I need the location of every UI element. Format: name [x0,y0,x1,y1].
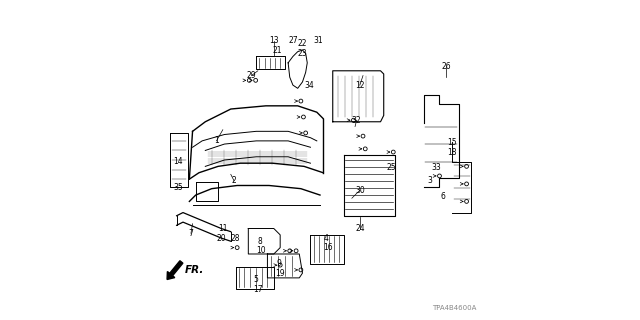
Text: 5: 5 [254,275,259,284]
Text: 3: 3 [428,176,433,185]
Text: 20: 20 [216,234,226,243]
Text: 21: 21 [272,45,282,55]
Text: 35: 35 [173,183,183,192]
Text: 33: 33 [431,164,441,172]
Text: 34: 34 [304,81,314,90]
Text: 26: 26 [441,61,451,70]
Text: 10: 10 [256,246,266,255]
Text: 23: 23 [298,49,307,58]
Text: 4: 4 [324,234,329,243]
Text: 30: 30 [355,186,365,195]
Text: 28: 28 [231,234,240,243]
Text: 15: 15 [447,138,457,147]
Text: 27: 27 [288,36,298,45]
Text: 9: 9 [276,259,281,268]
Text: 16: 16 [323,243,333,252]
Text: 2: 2 [232,176,236,185]
Text: 11: 11 [218,224,228,233]
FancyArrow shape [167,261,183,279]
Text: 19: 19 [275,268,285,278]
Text: 8: 8 [257,237,262,246]
Text: 7: 7 [189,229,193,238]
Text: TPA4B4600A: TPA4B4600A [432,305,476,311]
Text: 6: 6 [440,192,445,201]
Text: 25: 25 [387,164,397,172]
Text: 18: 18 [447,148,457,156]
Text: 24: 24 [355,224,365,233]
Text: 12: 12 [355,81,365,90]
Text: 13: 13 [269,36,278,45]
Text: 22: 22 [298,39,307,48]
Text: 1: 1 [214,136,219,145]
Text: 31: 31 [314,36,323,45]
Text: 32: 32 [352,116,362,125]
Text: FR.: FR. [184,265,204,275]
Text: 17: 17 [253,284,262,293]
Text: 29: 29 [246,71,256,80]
Text: 14: 14 [173,157,183,166]
